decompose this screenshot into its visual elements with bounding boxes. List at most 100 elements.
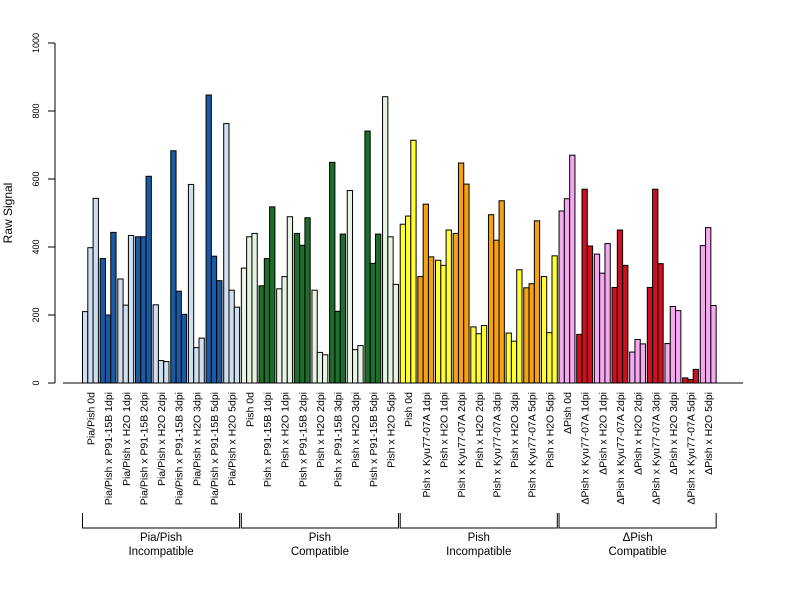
bar — [140, 236, 147, 384]
category-label: ΔPish x Kyu77-07A 1dpi — [580, 392, 592, 505]
bar — [145, 175, 152, 384]
category-label: ΔPish 0d — [562, 392, 574, 434]
bar — [364, 130, 371, 384]
bar — [516, 269, 523, 384]
bar — [281, 276, 288, 384]
category-label: Pish x P91-15B 3dpi — [333, 392, 345, 487]
bar — [134, 236, 142, 384]
bar — [299, 244, 306, 384]
bar — [629, 351, 636, 384]
bar — [357, 345, 364, 384]
group-label: Compatible — [609, 546, 667, 558]
group-label: Pish — [309, 532, 331, 544]
bar — [533, 220, 541, 384]
bar — [540, 276, 548, 384]
y-tick-label: 200 — [31, 307, 41, 322]
bar — [652, 188, 659, 384]
bar — [99, 258, 106, 384]
bar — [505, 332, 512, 384]
bar — [311, 289, 318, 384]
bar — [329, 161, 336, 384]
category-label: ΔPish x Kyu77-07A 3dpi — [650, 392, 662, 505]
bar — [599, 272, 606, 384]
category-label: Pia/Pish x H2O 1dpi — [121, 392, 133, 486]
bar — [622, 264, 629, 384]
y-axis: 0 200 400 600 800 1000 — [31, 33, 56, 386]
bar — [210, 255, 218, 384]
bar — [293, 232, 301, 384]
bar — [187, 183, 195, 384]
group-label: Incompatible — [128, 546, 193, 558]
bars — [82, 94, 717, 384]
bar — [692, 368, 700, 384]
category-label: Pia/Pish 0d — [85, 392, 97, 445]
bar — [392, 283, 399, 384]
bar — [223, 123, 230, 384]
category-label: Pish x H2O 2dpi — [474, 392, 486, 468]
bar — [463, 183, 470, 384]
category-label: Pia/Pish x P91-15B 3dpi — [174, 392, 186, 505]
bar — [216, 280, 223, 384]
category-label: ΔPish x H2O 2dpi — [633, 392, 645, 475]
bar — [510, 340, 518, 384]
bar — [710, 304, 717, 384]
bar — [699, 245, 707, 384]
bar — [669, 306, 677, 384]
category-label: Pia/Pish x P91-15B 2dpi — [138, 392, 150, 505]
bar — [427, 256, 435, 384]
y-tick-label: 1000 — [31, 33, 41, 53]
group-label: Compatible — [291, 546, 349, 558]
bar — [452, 232, 459, 384]
bar — [152, 304, 159, 384]
bar — [664, 343, 671, 384]
bar — [375, 233, 382, 384]
bar — [563, 198, 571, 384]
category-label: Pish x Kyu77-07A 5dpi — [527, 392, 539, 498]
category-label: Pia/Pish x P91-15B 5dpi — [209, 392, 221, 505]
category-label: Pish 0d — [244, 392, 256, 427]
bar — [82, 311, 89, 384]
bar — [127, 234, 135, 384]
bar — [104, 314, 112, 384]
bar — [445, 229, 452, 384]
bar — [405, 215, 412, 384]
y-axis-label: Raw Signal — [1, 183, 15, 244]
bar — [322, 354, 329, 384]
category-label: ΔPish x H2O 5dpi — [703, 392, 715, 475]
category-label: Pish x P91-15B 2dpi — [297, 392, 309, 487]
category-label: Pish x Kyu77-07A 1dpi — [421, 392, 433, 498]
bar — [117, 278, 124, 384]
category-label: ΔPish x Kyu77-07A 2dpi — [615, 392, 627, 505]
bar — [110, 231, 117, 384]
bar — [233, 306, 241, 384]
bar — [286, 216, 294, 384]
bar — [604, 243, 611, 384]
category-label: Pish x H2O 3dpi — [509, 392, 521, 468]
bar — [175, 290, 182, 384]
group-brackets: Pia/Pish Incompatible Pish Compatible Pish In… — [82, 513, 717, 558]
bar — [251, 232, 258, 384]
group-label: ΔPish — [623, 532, 653, 544]
bar — [576, 333, 583, 384]
category-label: Pish x H2O 3dpi — [350, 392, 362, 468]
bar — [470, 326, 477, 384]
category-label: Pia/Pish x P91-15B 1dpi — [103, 392, 115, 505]
bar — [493, 239, 500, 384]
bar — [263, 258, 271, 384]
category-label: Pish x P91-15B 5dpi — [368, 392, 380, 487]
bar — [551, 255, 558, 384]
category-label: Pia/Pish x H2O 3dpi — [191, 392, 203, 486]
bar — [240, 267, 248, 384]
bar — [422, 203, 429, 384]
group-bracket — [82, 513, 241, 529]
category-label: Pish x P91-15B 1dpi — [262, 392, 274, 487]
bar — [228, 289, 235, 384]
bar — [122, 304, 129, 384]
bar — [639, 343, 647, 384]
category-label: Pia/Pish x H2O 5dpi — [227, 392, 239, 486]
bar — [440, 264, 447, 384]
bar — [258, 285, 265, 384]
bar — [657, 263, 664, 384]
bar — [475, 333, 482, 384]
